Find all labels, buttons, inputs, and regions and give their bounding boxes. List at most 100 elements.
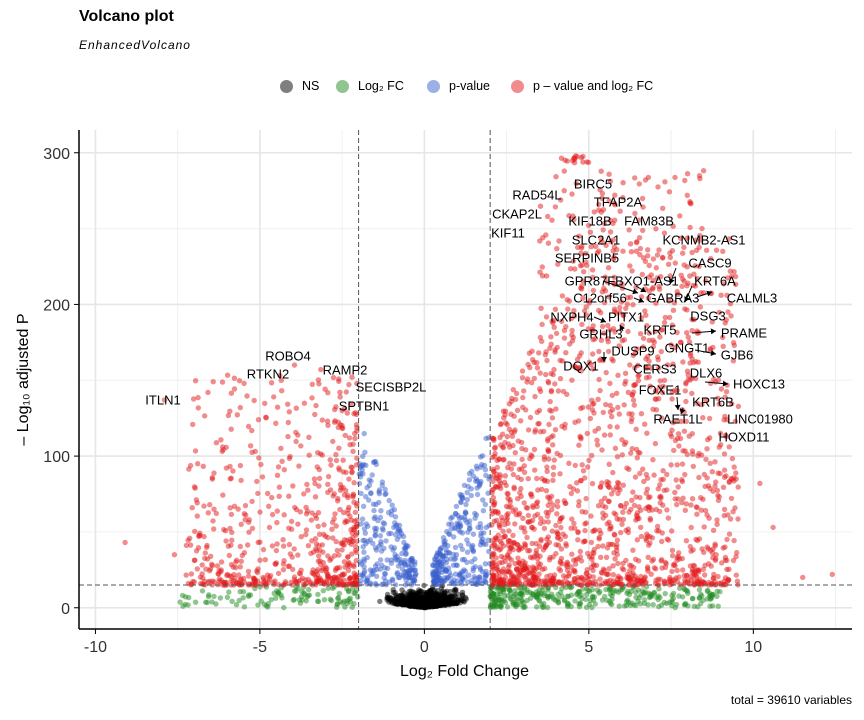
data-point (532, 393, 538, 400)
data-point (346, 381, 352, 388)
data-point (616, 581, 622, 587)
data-point (536, 420, 542, 427)
data-point (209, 475, 215, 481)
data-point (723, 317, 729, 323)
data-point (629, 446, 635, 452)
gene-label: SERPINB5 (555, 251, 619, 266)
data-point (255, 417, 262, 423)
data-point (598, 337, 605, 343)
data-point (541, 604, 547, 610)
data-point (533, 589, 540, 595)
data-point (580, 404, 586, 411)
data-point (586, 457, 592, 463)
data-point (303, 598, 309, 604)
data-point (361, 568, 368, 574)
data-point (343, 389, 349, 395)
data-points (122, 153, 835, 611)
data-point (715, 377, 722, 383)
data-point (512, 560, 518, 567)
data-point (373, 573, 380, 579)
data-point (269, 494, 275, 501)
data-point (680, 250, 686, 256)
data-point (369, 472, 375, 478)
data-point (280, 567, 287, 573)
x-tick-label: -5 (253, 639, 267, 656)
data-point (653, 388, 659, 394)
data-point (443, 549, 450, 556)
data-point (315, 575, 321, 582)
data-point (660, 254, 666, 261)
data-point (458, 579, 464, 586)
data-point (299, 597, 305, 603)
data-point (639, 271, 645, 278)
legend-item-log2fc: Log₂ FC (336, 76, 404, 96)
data-point (231, 386, 238, 392)
gene-label: FBXO1-AS1 (607, 274, 679, 289)
data-point (510, 546, 516, 553)
data-point (529, 540, 535, 547)
data-point (518, 476, 524, 483)
data-point (511, 461, 517, 467)
data-point (448, 556, 454, 562)
data-point (585, 550, 591, 557)
data-point (589, 604, 595, 611)
data-point (464, 496, 470, 503)
data-point (698, 495, 704, 501)
data-point (671, 447, 677, 454)
data-point (661, 230, 668, 236)
data-point (652, 440, 659, 447)
data-point (469, 468, 475, 475)
data-point (298, 534, 304, 540)
data-point (684, 192, 690, 198)
data-point (227, 476, 233, 482)
connector-arrowhead (601, 357, 607, 362)
data-point (195, 394, 201, 401)
data-point (536, 407, 543, 414)
data-point (308, 517, 315, 523)
data-point (669, 568, 675, 575)
data-point (222, 528, 229, 534)
data-point (465, 483, 471, 490)
data-point (557, 567, 564, 574)
data-point (627, 263, 633, 269)
data-point (633, 602, 639, 609)
data-point (587, 229, 594, 235)
data-point (496, 478, 502, 484)
data-point (249, 525, 256, 532)
data-point (381, 521, 388, 527)
data-point (299, 575, 306, 582)
gene-label: TFAP2A (594, 195, 643, 210)
data-point (543, 488, 550, 494)
data-point (603, 401, 609, 408)
data-point (699, 546, 705, 552)
data-point (638, 294, 645, 300)
data-point (579, 262, 585, 268)
data-point (536, 350, 542, 356)
data-point (273, 595, 279, 601)
gene-label: GPR87 (565, 274, 608, 289)
data-point (696, 587, 703, 593)
data-point (490, 473, 497, 479)
data-point (606, 498, 612, 505)
data-point (632, 175, 638, 181)
data-point (664, 487, 670, 493)
data-point (587, 597, 594, 604)
data-point (351, 562, 357, 568)
data-point (649, 535, 655, 541)
data-point (245, 568, 252, 575)
data-point (683, 501, 689, 507)
data-point (661, 377, 668, 383)
data-point (606, 484, 613, 491)
data-point (521, 388, 527, 394)
data-point (436, 575, 442, 581)
data-point (696, 244, 702, 250)
data-point (325, 422, 331, 428)
data-point (472, 510, 478, 517)
gene-label: DUSP9 (611, 344, 654, 359)
data-point (400, 533, 407, 540)
data-point (483, 472, 489, 479)
data-point (279, 595, 285, 601)
data-point (674, 418, 680, 424)
data-point (350, 448, 356, 455)
data-point (616, 516, 623, 522)
